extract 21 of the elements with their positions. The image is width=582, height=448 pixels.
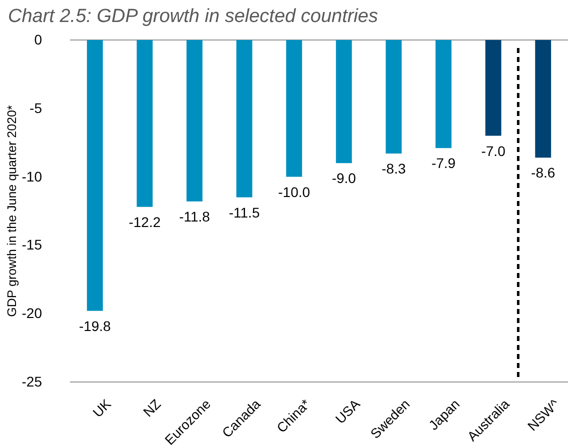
y-tick-label: -5 — [30, 100, 42, 116]
y-tick-label: -15 — [22, 236, 42, 253]
data-label: -10.0 — [278, 184, 310, 200]
data-label: -19.8 — [78, 318, 112, 334]
y-tick-label: 0 — [34, 31, 42, 48]
data-label: -11.5 — [228, 204, 260, 220]
y-tick-label: -20 — [22, 305, 42, 322]
x-tick-label: UK — [90, 396, 114, 420]
data-label: -8.3 — [382, 160, 406, 177]
data-label: -7.0 — [481, 142, 506, 159]
y-tick-label: -25 — [22, 373, 42, 390]
y-axis-title: GDP growth in the June quarter 2020* — [5, 105, 19, 317]
x-tick-label: USA — [332, 396, 363, 427]
x-tick-label: NZ — [140, 396, 164, 420]
data-label: -12.2 — [128, 214, 161, 230]
data-label: -9.0 — [332, 170, 356, 186]
data-label: -11.8 — [179, 208, 210, 224]
data-label: -8.6 — [531, 164, 556, 181]
chart-title: Chart 2.5: GDP growth in selected countries — [8, 6, 378, 27]
data-label: -7.9 — [431, 155, 456, 172]
y-tick-label: -10 — [22, 168, 42, 184]
